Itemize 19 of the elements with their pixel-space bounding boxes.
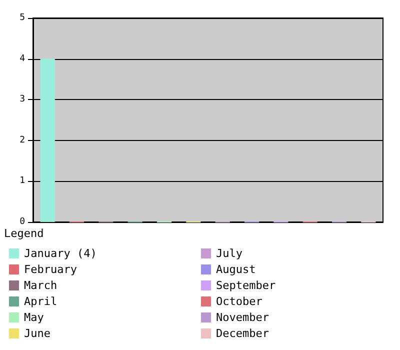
legend-label: November [216,311,270,324]
y-tick-label: 1 [20,176,25,186]
y-tick-label: 4 [20,54,25,64]
legend-label: May [24,311,44,324]
y-tick-label: 3 [20,94,25,105]
y-tick-label: 0 [20,217,25,227]
legend-label: March [24,279,58,292]
legend-label: June [24,327,50,340]
y-tick-label: 5 [20,13,25,23]
legend-label: February [24,263,78,276]
legend-label: December [216,327,270,340]
legend-label: August [216,263,256,276]
legend-label: October [216,295,263,308]
legend-title: Legend [4,227,44,240]
legend-label: April [24,295,58,308]
y-tick-label: 2 [20,135,25,146]
legend-label: September [216,279,276,292]
legend-label: January (4) [24,247,97,260]
legend-label: July [216,247,243,260]
